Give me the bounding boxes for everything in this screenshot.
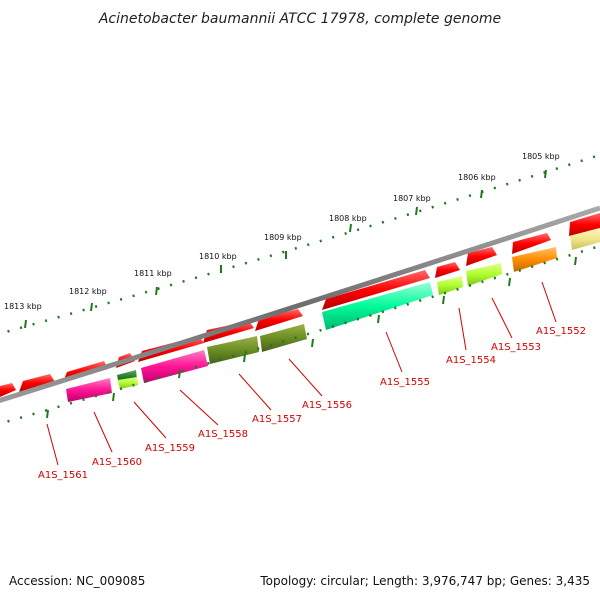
cds-block [570,228,600,250]
gene-label: A1S_1556 [302,400,352,411]
tick-label: 1810 kbp [199,252,237,261]
cds-arrow [569,213,600,236]
cds-block [207,336,259,364]
outer-tick-ring [0,153,600,335]
cds-arrow [255,309,303,331]
tick-labels: 1805 kbp 1806 kbp 1807 kbp 1808 kbp 1809… [4,152,560,311]
map-title: Acinetobacter baumannii ATCC 17978, comp… [98,11,501,27]
cds-arrow [19,374,55,392]
cds-block [437,276,463,295]
cds-block [466,263,502,286]
gene-label: A1S_1560 [92,457,142,468]
gene-label: A1S_1559 [145,443,195,454]
accession-text: Accession: NC_009085 [9,574,146,588]
cds-arrow [0,383,16,397]
gene-label: A1S_1557 [252,414,302,425]
tick-label: 1807 kbp [393,194,431,203]
cds-arrow [466,247,497,266]
tick-label: 1805 kbp [522,152,560,161]
gene-label: A1S_1553 [491,342,541,353]
cds-arrow [322,270,430,310]
gene-label-lines [46,281,557,466]
cds-block [141,350,208,383]
forward-strand-genes [0,213,600,397]
reverse-strand-genes [66,228,600,402]
inner-major-ticks [46,256,577,419]
cds-block [66,378,112,402]
gene-label: A1S_1555 [380,377,430,388]
genome-backbone [0,205,600,404]
tick-label: 1809 kbp [264,233,302,242]
tick-label: 1812 kbp [69,287,107,296]
tick-label: 1813 kbp [4,302,42,311]
gene-labels: A1S_1552 A1S_1553 A1S_1554 A1S_1555 A1S_… [38,326,586,481]
major-ticks [24,169,547,329]
tick-label: 1808 kbp [329,214,367,223]
tick-label: 1811 kbp [134,269,172,278]
cds-arrow [512,233,551,254]
gene-label: A1S_1561 [38,470,88,481]
cds-block [512,247,557,272]
cds-block [260,324,307,352]
gene-label: A1S_1554 [446,355,496,366]
genome-summary-text: Topology: circular; Length: 3,976,747 bp… [260,574,590,588]
gene-label: A1S_1552 [536,326,586,337]
tick-label: 1806 kbp [458,173,496,182]
cds-arrow [435,262,460,278]
cds-block [322,282,433,330]
gene-label: A1S_1558 [198,429,248,440]
